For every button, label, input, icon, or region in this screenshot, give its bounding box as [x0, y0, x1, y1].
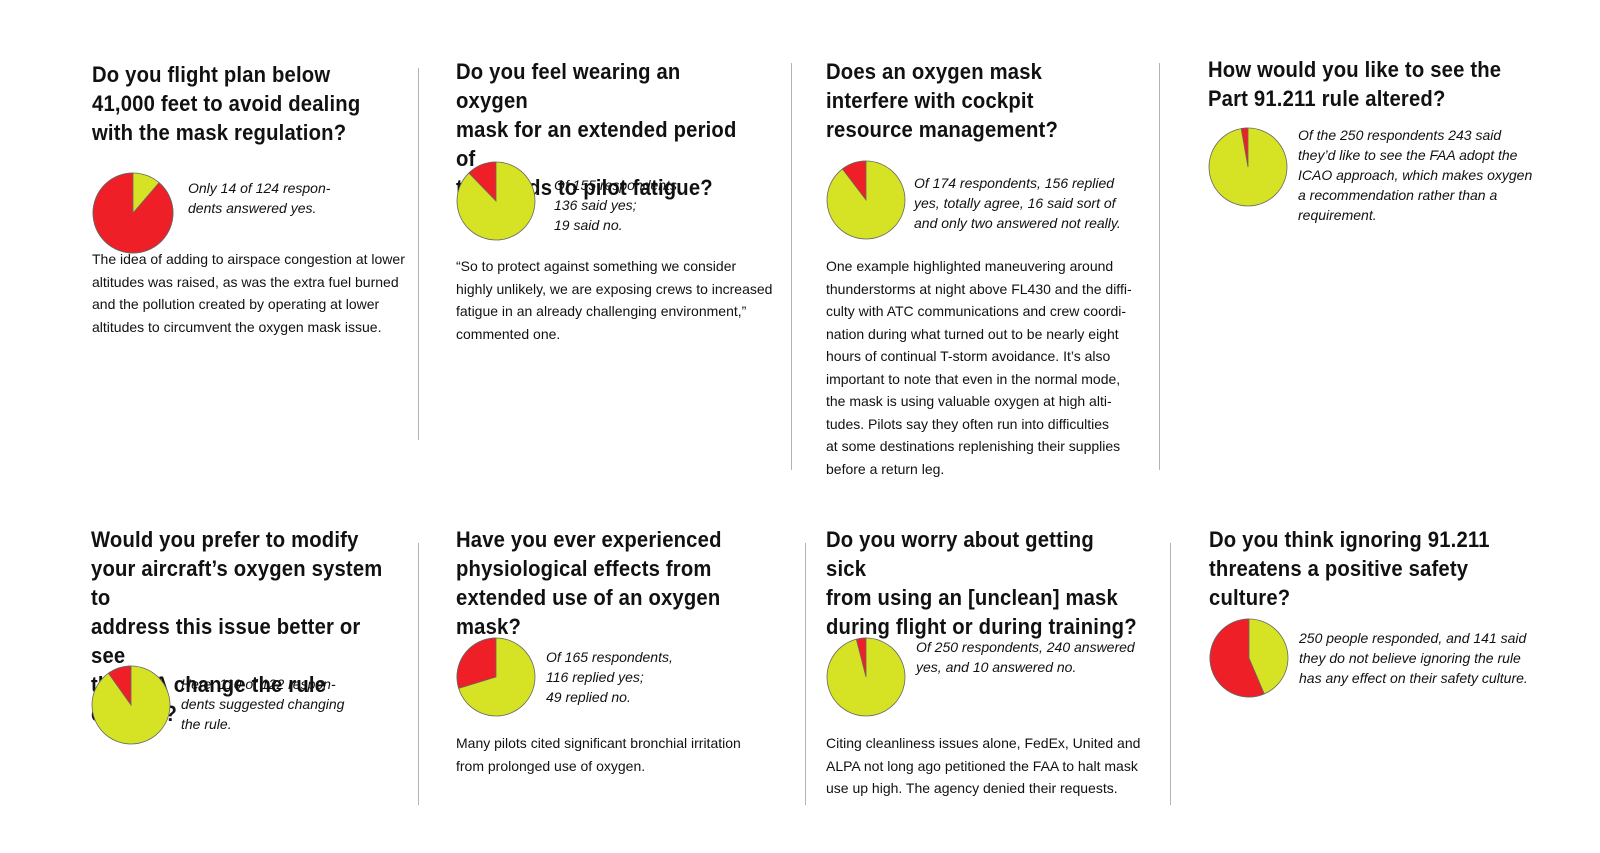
question-heading: Do you think ignoring 91.211 threatens a…	[1209, 527, 1490, 610]
survey-panel: How would you like to see the Part 91.21…	[1208, 55, 1548, 255]
question-heading: How would you like to see the Part 91.21…	[1208, 57, 1502, 111]
survey-panel: Do you feel wearing an oxygen mask for a…	[456, 57, 776, 357]
pie-chart	[456, 637, 536, 717]
question-heading: Does an oxygen mask interfere with cockp…	[826, 59, 1059, 142]
pie-slice-red	[855, 637, 867, 678]
column-divider	[1170, 543, 1171, 805]
column-divider	[1159, 63, 1160, 470]
stat-caption: Of 165 respondents, 116 replied yes; 49 …	[546, 649, 673, 705]
body-text: Many pilots cited significant bronchial …	[456, 735, 741, 774]
survey-panel: Do you flight plan below 41,000 feet to …	[92, 60, 412, 360]
column-divider	[418, 68, 419, 440]
pie-slice-red	[1209, 618, 1265, 698]
pie-chart	[826, 637, 906, 717]
body-text: Citing cleanliness issues alone, FedEx, …	[826, 735, 1141, 796]
pie-slice-red	[841, 160, 867, 202]
body-text: “So to protect against something we cons…	[456, 258, 773, 342]
pie-chart	[826, 160, 906, 240]
stat-caption: Of 174 respondents, 156 replied yes, tot…	[914, 175, 1121, 231]
pie-chart	[92, 172, 174, 254]
stat-caption: Only 14 of 124 respon- dents answered ye…	[188, 180, 331, 216]
stat-caption: Of 155 respondents, 136 said yes; 19 sai…	[554, 177, 681, 233]
stat-caption: 250 people responded, and 141 said they …	[1299, 630, 1528, 686]
pie-slice-red	[468, 161, 497, 202]
survey-panel: Would you prefer to modify your aircraft…	[91, 525, 411, 755]
question-heading: Do you flight plan below 41,000 feet to …	[92, 62, 361, 145]
column-divider	[791, 63, 792, 470]
column-divider	[805, 543, 806, 805]
stat-caption: Of 250 respondents, 240 answered yes, an…	[916, 639, 1135, 675]
question-heading: Have you ever experienced physiological …	[456, 527, 722, 639]
pie-chart	[1208, 127, 1288, 207]
survey-panel: Do you worry about getting sick from usi…	[826, 525, 1166, 796]
stat-caption: Here, 110 of 122 respon- dents suggested…	[181, 676, 345, 732]
pie-slice-red	[107, 665, 132, 707]
column-divider	[418, 543, 419, 805]
survey-panel: Do you think ignoring 91.211 threatens a…	[1209, 525, 1549, 725]
pie-slice-red	[456, 637, 497, 689]
question-heading: Do you worry about getting sick from usi…	[826, 527, 1137, 639]
survey-panel: Have you ever experienced physiological …	[456, 525, 776, 774]
question-heading: Would you prefer to modify your aircraft…	[91, 527, 383, 726]
pie-chart	[91, 665, 171, 745]
pie-slice-red	[1240, 127, 1249, 168]
body-text: The idea of adding to airspace congestio…	[92, 251, 405, 335]
stat-caption: Of the 250 respondents 243 said they’d l…	[1298, 127, 1533, 223]
body-text: One example highlighted maneuvering arou…	[826, 258, 1132, 477]
pie-chart	[456, 161, 536, 241]
pie-slice-red	[92, 172, 174, 254]
survey-panel: Does an oxygen mask interfere with cockp…	[826, 57, 1146, 477]
pie-chart	[1209, 618, 1289, 698]
